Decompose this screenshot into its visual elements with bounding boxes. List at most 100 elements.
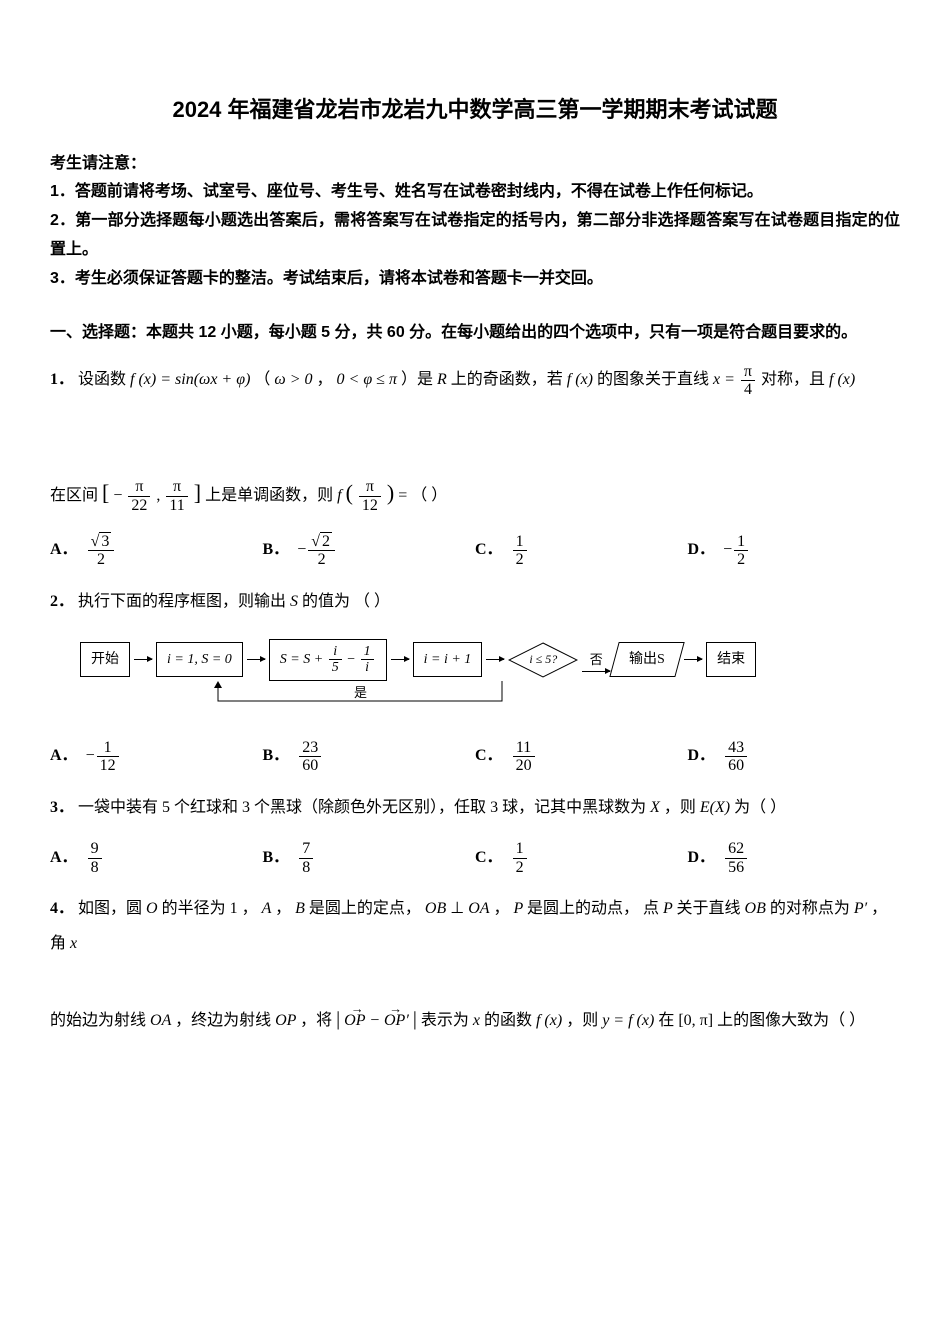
q3-opt-d: D． 62 56 [688, 840, 901, 876]
q3-num: 3． [50, 799, 74, 816]
q1-text-5: 上的奇函数，若 [451, 371, 567, 388]
q3-opt-b: B． 7 8 [263, 840, 476, 876]
q3-opt-c: C． 1 2 [475, 840, 688, 876]
arrow-icon [582, 671, 610, 672]
q1-pi22: π 22 [128, 478, 150, 514]
q4-yfx: y = f (x) [602, 1012, 654, 1029]
q4-num: 4． [50, 900, 74, 917]
q3-options: A． 9 8 B． 7 8 C． 1 2 D． 62 56 [50, 840, 900, 876]
arrow-icon [247, 659, 265, 660]
q3-n3b: 3 [490, 799, 502, 816]
q1-pi11: π 11 [166, 478, 187, 514]
arrow-icon [486, 659, 504, 660]
notice-heading: 考生请注意： [50, 150, 900, 179]
q3-t3: 个黑球（除颜色外无区别），任取 [254, 799, 490, 816]
q4-t8: 关于直线 [677, 900, 745, 917]
q4-OP: OP [275, 1012, 300, 1029]
q4-t12: ，终边为射线 [175, 1012, 275, 1029]
flow-cond: i ≤ 5? [508, 642, 578, 678]
q4-x: x [70, 935, 77, 952]
q3-EX: E(X) [700, 799, 734, 816]
q1-neg: − [113, 487, 126, 504]
q4-t16: ，则 [566, 1012, 602, 1029]
q4-t1: 如图，圆 [78, 900, 146, 917]
flowchart: 开始 i = 1, S = 0 S = S + i5 − 1i i = i + … [80, 639, 900, 709]
notice-3: 3．考生必须保证答题卡的整洁。考试结束后，请将本试卷和答题卡一并交回。 [50, 265, 900, 294]
q2-opt-b: B． 23 60 [263, 739, 476, 775]
q4-t7: 是圆上的动点， 点 [527, 900, 663, 917]
q4-OA: OA [468, 900, 489, 917]
q4-A: A [262, 900, 275, 917]
q3-t6: 为（ ） [734, 799, 786, 816]
flow-start: 开始 [80, 642, 130, 677]
section-header: 一、选择题：本题共 12 小题，每小题 5 分，共 60 分。在每小题给出的四个… [50, 319, 900, 348]
q1-text-10: （ ） [411, 487, 447, 504]
q4-t2: 的半径为 [162, 900, 230, 917]
q1-fpi12: f [337, 487, 345, 504]
q2-text-2: 的值为 （ ） [302, 593, 390, 610]
q4-t11: 的始边为射线 [50, 1012, 150, 1029]
q1-pi12: π 12 [359, 478, 381, 514]
flow-no-label: 否 [590, 648, 603, 671]
q1-pi4: π 4 [741, 363, 755, 399]
q4-fx: f (x) [536, 1012, 562, 1029]
flow-loop: 是 [214, 681, 502, 709]
q4-t3: ， [242, 900, 258, 917]
flow-end: 结束 [706, 642, 756, 677]
notice-2: 2．第一部分选择题每小题选出答案后，需将答案写在试卷指定的括号内，第二部分非选择… [50, 207, 900, 265]
q4-t17: 在 [658, 1012, 678, 1029]
q1-text-6: 的图象关于直线 [597, 371, 713, 388]
q3-t5: ，则 [664, 799, 700, 816]
q2-opt-c: C． 11 20 [475, 739, 688, 775]
question-1: 1． 设函数 f (x) = sin(ωx + φ) （ ω > 0 ， 0 <… [50, 362, 900, 517]
q1-text-2: （ [254, 371, 270, 388]
q4-t13: ，将 [300, 1012, 336, 1029]
q2-svar: S [290, 593, 302, 610]
q4-t4: ， [275, 900, 291, 917]
q1-fx: f (x) = sin(ωx + φ) [130, 371, 250, 388]
q3-t2: 个红球和 [174, 799, 242, 816]
q4-t9: 的对称点为 [770, 900, 854, 917]
q1-cond2: 0 < φ ≤ π [337, 371, 397, 388]
q1-opt-b: B． − 2 2 [263, 533, 476, 569]
q1-opt-d: D． − 1 2 [688, 533, 901, 569]
question-3: 3． 一袋中装有 5 个红球和 3 个黑球（除颜色外无区别），任取 3 球，记其… [50, 790, 900, 825]
flow-inc: i = i + 1 [413, 642, 483, 677]
q4-O: O [146, 900, 162, 917]
q4-P2: P [663, 900, 676, 917]
question-2: 2． 执行下面的程序框图，则输出 S 的值为 （ ） [50, 584, 900, 619]
q4-OB2: OB [745, 900, 770, 917]
q4-P: P [514, 900, 527, 917]
q1-options: A． 3 2 B． − 2 2 C． 1 2 D． − 1 2 [50, 533, 900, 569]
q1-num: 1． [50, 371, 74, 388]
q1-opt-c: C． 1 2 [475, 533, 688, 569]
q1-text-4: ）是 [401, 371, 437, 388]
q1-interval: [ [102, 480, 109, 505]
q3-n3: 3 [242, 799, 254, 816]
flow-assign: S = S + i5 − 1i [269, 639, 387, 681]
q1-fx3: f (x) [829, 371, 855, 388]
q1-text-9: 上是单调函数，则 [205, 487, 337, 504]
q1-text-3: ， [317, 371, 333, 388]
q4-B: B [295, 900, 309, 917]
q4-t18: 上的图像大致为（ ） [717, 1012, 865, 1029]
q3-t1: 一袋中装有 [78, 799, 162, 816]
q1-cond1: ω > 0 [274, 371, 312, 388]
q4-Pp: P′ [854, 900, 871, 917]
q2-options: A． − 1 12 B． 23 60 C． 11 20 D． 43 60 [50, 739, 900, 775]
q1-text-8: 在区间 [50, 487, 102, 504]
q3-opt-a: A． 9 8 [50, 840, 263, 876]
q3-n5: 5 [162, 799, 174, 816]
q2-text: 执行下面的程序框图，则输出 [78, 593, 290, 610]
q4-one: 1 [230, 900, 238, 917]
arrow-icon [391, 659, 409, 660]
q4-int: [0, π] [678, 1012, 713, 1029]
q4-vec: → →OP − OP′ [344, 1003, 409, 1038]
q4-OB: OB [425, 900, 446, 917]
q4-perp: ⊥ [450, 900, 468, 917]
q2-opt-a: A． − 1 12 [50, 739, 263, 775]
q1-xeq: x = [713, 371, 739, 388]
q4-t15: 的函数 [484, 1012, 536, 1029]
arrow-icon [134, 659, 152, 660]
q3-X: X [650, 799, 664, 816]
